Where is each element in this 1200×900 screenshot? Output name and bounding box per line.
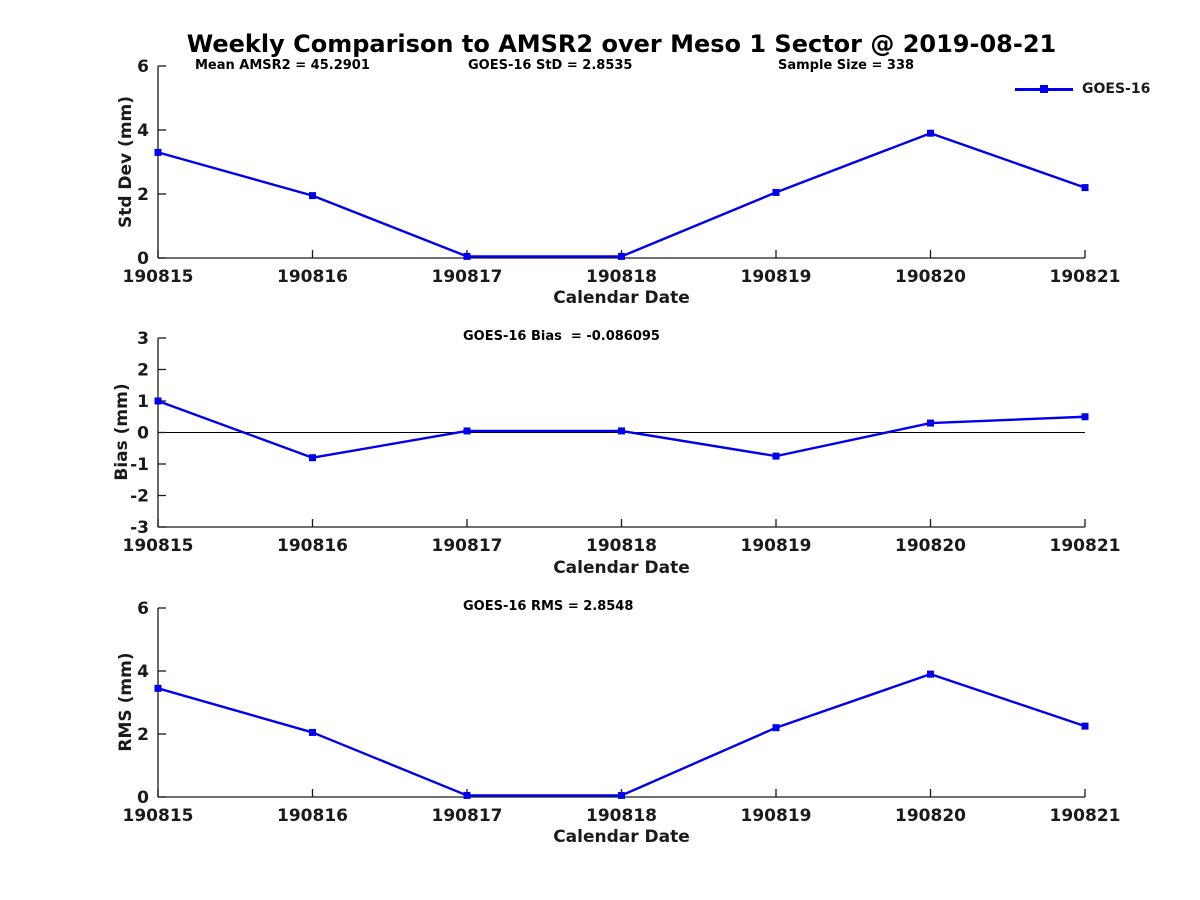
legend-square-marker-icon xyxy=(1040,85,1048,93)
rms-subplot-data-point-marker xyxy=(463,791,471,799)
bias-subplot-y-tick-label: 0 xyxy=(137,424,149,444)
bias-subplot-data-point-marker xyxy=(463,427,471,435)
rms-subplot-data-point-marker xyxy=(1081,722,1089,730)
rms-subplot-data-line xyxy=(157,672,1086,797)
bias-subplot-x-tick-label: 190815 xyxy=(123,536,194,556)
std-dev-subplot-data-point-marker xyxy=(1081,184,1089,192)
stat-sample-size: Sample Size = 338 xyxy=(778,58,915,73)
legend: GOES-16 xyxy=(1015,81,1150,97)
bias-subplot-x-tick-label: 190820 xyxy=(895,536,966,556)
std-dev-subplot-x-tick-label: 190816 xyxy=(277,267,348,287)
rms-subplot-x-tick-label: 190817 xyxy=(432,806,503,826)
bias-subplot-data-point-marker xyxy=(772,452,780,460)
rms-subplot-data-point-marker xyxy=(772,724,780,732)
rms-subplot-x-tick-label: 190819 xyxy=(741,806,812,826)
rms-subplot-x-tick-label: 190815 xyxy=(123,806,194,826)
std-dev-subplot-x-tick-label: 190819 xyxy=(741,267,812,287)
bias-subplot-y-tick-label: 3 xyxy=(137,329,149,349)
bias-subplot-x-tick-label: 190821 xyxy=(1050,536,1121,556)
std-dev-subplot-data-point-marker xyxy=(309,192,316,200)
bias-subplot-data-point-marker xyxy=(154,397,162,405)
figure-title: Weekly Comparison to AMSR2 over Meso 1 S… xyxy=(186,30,1057,58)
std-dev-subplot-y-tick-label: 4 xyxy=(137,121,149,141)
rms-subplot-data-point-marker xyxy=(154,684,162,692)
bias-subplot-y-tick-label: -1 xyxy=(130,455,149,475)
bias-subplot-y-tick-label: -2 xyxy=(130,487,149,507)
stat-goes16-rms: GOES-16 RMS = 2.8548 xyxy=(463,599,634,614)
std-dev-subplot-y-tick-label: 6 xyxy=(137,57,149,77)
std-dev-subplot-y-tick-label: 2 xyxy=(137,185,149,205)
rms-subplot-y-tick-label: 0 xyxy=(137,788,149,808)
bias-subplot-y-tick-label: 2 xyxy=(137,361,149,381)
std-dev-subplot-y-tick-label: 0 xyxy=(137,249,149,269)
rms-subplot-data-point-marker xyxy=(309,728,316,736)
x-axis-label-3: Calendar Date xyxy=(553,827,690,847)
x-axis-label-1: Calendar Date xyxy=(553,288,690,308)
x-axis-label-2: Calendar Date xyxy=(553,558,690,578)
rms-subplot-y-tick-label: 2 xyxy=(137,725,149,745)
std-dev-subplot-data-point-marker xyxy=(772,188,780,196)
rms-subplot-x-tick-label: 190816 xyxy=(277,806,348,826)
bias-subplot-data-point-marker xyxy=(618,427,625,435)
std-dev-subplot-x-tick-label: 190815 xyxy=(123,267,194,287)
bias-subplot-x-tick-label: 190816 xyxy=(277,536,348,556)
bias-subplot-data-point-marker xyxy=(1081,413,1089,421)
stat-mean-amsr2: Mean AMSR2 = 45.2901 xyxy=(195,58,370,73)
std-dev-subplot-x-tick-label: 190817 xyxy=(432,267,503,287)
rms-subplot-y-tick-label: 4 xyxy=(137,662,149,682)
bias-subplot-x-tick-label: 190819 xyxy=(741,536,812,556)
stat-goes16-std: GOES-16 StD = 2.8535 xyxy=(468,58,633,73)
legend-line-sample xyxy=(1015,85,1073,93)
bias-subplot-y-tick-label: 1 xyxy=(137,392,149,412)
std-dev-subplot-x-tick-label: 190821 xyxy=(1050,267,1121,287)
std-dev-subplot-x-tick-label: 190818 xyxy=(586,267,657,287)
rms-subplot-x-tick-label: 190820 xyxy=(895,806,966,826)
bias-subplot-y-tick-label: -3 xyxy=(130,518,149,538)
rms-subplot-x-tick-label: 190821 xyxy=(1050,806,1121,826)
rms-subplot-x-tick-label: 190818 xyxy=(586,806,657,826)
legend-label: GOES-16 xyxy=(1082,81,1151,97)
bias-subplot-x-tick-label: 190818 xyxy=(586,536,657,556)
stat-goes16-bias: GOES-16 Bias = -0.086095 xyxy=(463,329,660,344)
std-dev-subplot-x-tick-label: 190820 xyxy=(895,267,966,287)
bias-subplot-x-tick-label: 190817 xyxy=(432,536,503,556)
rms-subplot-y-tick-label: 6 xyxy=(137,599,149,619)
bias-subplot-data-point-marker xyxy=(309,454,316,462)
std-dev-subplot-data-line xyxy=(157,131,1086,258)
std-dev-subplot-data-point-marker xyxy=(618,252,625,260)
std-dev-subplot-data-point-marker xyxy=(927,129,934,137)
std-dev-subplot-data-point-marker xyxy=(463,252,471,260)
std-dev-subplot-data-point-marker xyxy=(154,148,162,156)
rms-subplot-data-point-marker xyxy=(618,791,625,799)
bias-subplot-data-point-marker xyxy=(927,419,934,427)
rms-subplot-data-point-marker xyxy=(927,670,934,678)
